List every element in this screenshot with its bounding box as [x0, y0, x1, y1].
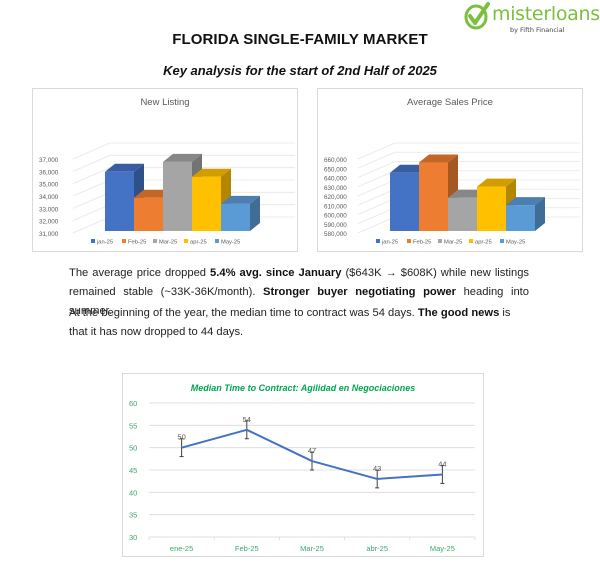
checkmark-logo-icon — [464, 2, 490, 30]
logo-tagline: by Fifth Financial — [510, 26, 565, 34]
y-tick-label: 620,000 — [324, 194, 347, 201]
y-tick-label: 35,000 — [39, 182, 59, 189]
y-tick-label: 640,000 — [324, 176, 347, 183]
legend-item: jan-25 — [376, 239, 398, 246]
p2-text-1: At the beginning of the year, the median… — [69, 307, 418, 319]
chart-title: New Listing — [140, 97, 189, 108]
svg-text:May-25: May-25 — [221, 240, 240, 246]
legend-item: apr-25 — [184, 239, 207, 246]
page-title: FLORIDA SINGLE-FAMILY MARKET — [172, 31, 428, 48]
legend-item: Mar-25 — [438, 239, 462, 246]
svg-text:May-25: May-25 — [506, 240, 525, 246]
y-tick-label: 580,000 — [324, 231, 347, 238]
x-tick-label: ene-25 — [170, 544, 193, 553]
page-subtitle: Key analysis for the start of 2nd Half o… — [163, 63, 437, 78]
y-tick-label: 660,000 — [324, 157, 347, 164]
data-label: 50 — [177, 433, 185, 442]
new-listing-chart: New Listing 31,000 32,000 33,000 34,000 35,00… — [32, 88, 298, 252]
legend-item: apr-25 — [469, 239, 492, 246]
data-label: 44 — [438, 460, 446, 469]
bar-May-25 — [506, 197, 545, 231]
y-tick-label: 60 — [129, 399, 137, 408]
x-tick-label: Mar-25 — [300, 544, 324, 553]
y-tick-label: 600,000 — [324, 213, 347, 220]
data-label: 47 — [308, 446, 316, 455]
average-sales-price-chart-canvas: Average Sales Price 580,000 590,000 600,000… — [324, 97, 580, 246]
y-tick-label: 55 — [129, 421, 137, 430]
y-tick-label: 30 — [129, 533, 137, 542]
new-listing-chart-canvas: New Listing 31,000 32,000 33,000 34,000 35,00… — [39, 97, 295, 246]
misterloans-logo: misterloans by Fifth Financial — [462, 2, 600, 36]
y-tick-label: 650,000 — [324, 166, 347, 173]
y-tick-label: 32,000 — [39, 219, 59, 226]
svg-text:apr-25: apr-25 — [190, 240, 207, 246]
y-tick-label: 33,000 — [39, 206, 59, 213]
svg-text:jan-25: jan-25 — [381, 240, 398, 246]
legend-item: jan-25 — [91, 239, 113, 246]
y-tick-label: 35 — [129, 511, 137, 520]
contract-time-paragraph: At the beginning of the year, the median… — [69, 304, 529, 342]
legend-item: May-25 — [500, 239, 525, 246]
svg-text:apr-25: apr-25 — [475, 240, 492, 246]
legend-item: May-25 — [215, 239, 240, 246]
y-tick-label: 40 — [129, 488, 137, 497]
median-time-to-contract-chart: Median Time to Contract: Agilidad en Neg… — [122, 373, 484, 557]
y-tick-label: 34,000 — [39, 194, 59, 201]
svg-text:Mar-25: Mar-25 — [159, 240, 177, 246]
p1-text-2: ($643K → $608K) while new listings remai… — [69, 267, 530, 298]
y-tick-label: 50 — [129, 444, 137, 453]
y-tick-label: 590,000 — [324, 222, 347, 229]
p2-bold-1: The good news — [417, 307, 500, 319]
svg-text:Feb-25: Feb-25 — [413, 240, 431, 246]
logo-brand-text: misterloans — [492, 3, 600, 25]
bar-May-25 — [221, 195, 260, 231]
median-time-chart-canvas: Median Time to Contract: Agilidad en Neg… — [129, 383, 476, 553]
y-tick-label: 630,000 — [324, 185, 347, 192]
data-label: 43 — [373, 464, 381, 473]
chart-title: Median Time to Contract: Agilidad en Neg… — [191, 383, 416, 393]
y-tick-label: 45 — [129, 466, 137, 475]
y-tick-label: 37,000 — [39, 157, 59, 164]
average-sales-price-chart: Average Sales Price 580,000 590,000 600,000… — [317, 88, 583, 252]
data-label: 54 — [243, 415, 251, 424]
p2-text-2: is that it has now dropped to 44 days. — [69, 307, 511, 338]
p1-bold-1: 5.4% avg. since January — [210, 267, 342, 279]
svg-text:Mar-25: Mar-25 — [444, 240, 462, 246]
y-tick-label: 31,000 — [39, 231, 59, 238]
legend-item: Feb-25 — [407, 239, 431, 246]
chart-title: Average Sales Price — [407, 97, 493, 108]
x-tick-label: Feb-25 — [235, 544, 259, 553]
legend-item: Feb-25 — [122, 239, 146, 246]
y-tick-label: 36,000 — [39, 169, 59, 176]
median-days-line — [181, 428, 443, 480]
x-tick-label: abr-25 — [366, 544, 388, 553]
p1-text-1: The average price dropped — [69, 267, 211, 279]
price-analysis-paragraph: The average price dropped 5.4% avg. sinc… — [69, 264, 529, 321]
p1-bold-2: Stronger buyer negotiating power — [263, 286, 457, 298]
y-tick-label: 610,000 — [324, 203, 347, 210]
p1-text-3: heading into summer. — [69, 286, 529, 317]
legend-item: Mar-25 — [153, 239, 177, 246]
svg-text:Feb-25: Feb-25 — [128, 240, 146, 246]
x-tick-label: May-25 — [430, 544, 455, 553]
svg-text:jan-25: jan-25 — [96, 240, 113, 246]
